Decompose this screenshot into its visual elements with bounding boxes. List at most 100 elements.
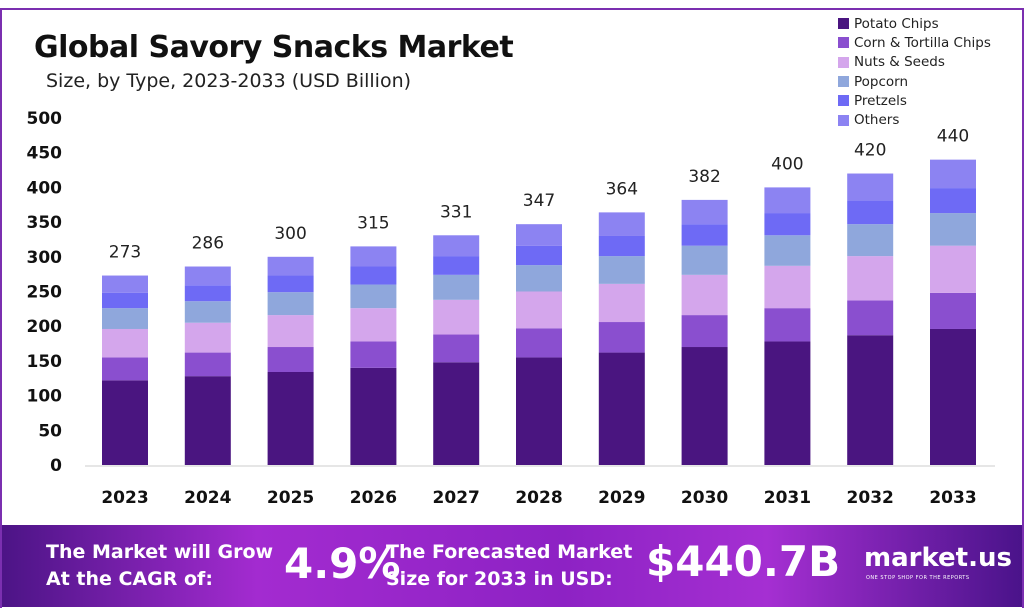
bar-segment-popcorn — [433, 274, 480, 300]
bar-segment-potato-chips — [681, 347, 728, 465]
bar-segment-pretzels — [102, 292, 148, 309]
bar-segment-popcorn — [930, 213, 976, 246]
bar-segment-nuts-seeds — [847, 256, 894, 301]
bar-segment-corn-tortilla-chips — [598, 322, 645, 353]
bar-segment-corn-tortilla-chips — [350, 341, 397, 368]
bar-segment-popcorn — [764, 235, 811, 266]
bar-segment-pretzels — [681, 224, 728, 246]
forecast-label-line1: The Forecasted Market — [386, 541, 633, 563]
bar-segment-pretzels — [598, 235, 645, 257]
bar-segment-pretzels — [267, 275, 314, 293]
bar-segment-popcorn — [350, 284, 397, 309]
x-tick-label: 2028 — [515, 488, 562, 508]
brand-tagline: ONE STOP SHOP FOR THE REPORTS — [866, 575, 970, 581]
legend-swatch — [838, 37, 849, 49]
bar-segment-popcorn — [516, 265, 562, 292]
legend-item: Potato Chips — [838, 14, 991, 33]
bar-segment-others — [764, 187, 811, 214]
bar-segment-nuts-seeds — [764, 265, 811, 309]
total-label: 300 — [274, 224, 306, 244]
forecast-label-line2: Size for 2033 in USD: — [386, 568, 613, 590]
chart-frame — [0, 8, 1024, 608]
cagr-label-line2: At the CAGR of: — [46, 568, 213, 590]
x-tick-label: 2031 — [764, 488, 811, 508]
bar-segment-potato-chips — [598, 352, 645, 465]
bar-segment-pretzels — [350, 266, 397, 285]
bar-segment-corn-tortilla-chips — [433, 334, 480, 363]
chart-title: Global Savory Snacks Market — [34, 30, 514, 65]
brand-logo: market.us — [864, 543, 1012, 573]
bar-segment-corn-tortilla-chips — [267, 347, 314, 373]
total-label: 382 — [688, 167, 720, 187]
legend-swatch — [838, 95, 849, 107]
legend-swatch — [838, 114, 849, 126]
y-tick-label: 350 — [27, 213, 63, 233]
x-tick-label: 2032 — [847, 488, 894, 508]
bar-segment-popcorn — [681, 245, 728, 275]
cagr-label-line1: The Market will Grow — [46, 541, 274, 563]
legend-item: Others — [838, 110, 991, 129]
legend-swatch — [838, 18, 849, 30]
legend-swatch — [838, 76, 849, 88]
bar-segment-nuts-seeds — [930, 245, 976, 293]
legend-label: Nuts & Seeds — [854, 54, 945, 71]
legend-label: Corn & Tortilla Chips — [854, 34, 991, 51]
legend-label: Pretzels — [854, 92, 907, 109]
y-tick-label: 50 — [38, 421, 62, 441]
total-label: 400 — [771, 154, 803, 174]
bar-segment-others — [930, 159, 976, 189]
stacked-bar-chart: 0 50 100 150 200 250 300 350 400 450 500 273 2023 286… — [27, 109, 995, 508]
bar-segment-corn-tortilla-chips — [516, 328, 562, 358]
bar-segment-others — [847, 173, 894, 201]
bar-segment-corn-tortilla-chips — [847, 300, 894, 336]
chart-subtitle: Size, by Type, 2023-2033 (USD Billion) — [46, 70, 412, 92]
y-tick-label: 400 — [27, 178, 63, 198]
bar-segment-potato-chips — [102, 380, 148, 465]
bar-segment-pretzels — [184, 285, 231, 302]
bar-segment-corn-tortilla-chips — [681, 315, 728, 348]
y-tick-label: 0 — [50, 456, 62, 476]
legend-item: Popcorn — [838, 72, 991, 91]
legend-item: Nuts & Seeds — [838, 53, 991, 72]
total-label: 315 — [357, 213, 389, 233]
bar-segment-pretzels — [847, 200, 894, 225]
total-label: 331 — [440, 202, 472, 222]
bar-segment-potato-chips — [516, 357, 562, 465]
bar-segment-potato-chips — [433, 362, 480, 465]
legend-label: Popcorn — [854, 73, 909, 90]
total-label: 364 — [606, 179, 638, 199]
bar-segment-potato-chips — [930, 328, 976, 465]
legend-label: Others — [854, 112, 900, 129]
forecast-label: The Forecasted Market Size for 2033 in US… — [386, 539, 632, 593]
bar-segment-potato-chips — [267, 372, 314, 465]
bar-segment-potato-chips — [184, 376, 231, 465]
legend-item: Pretzels — [838, 91, 991, 110]
total-label: 420 — [854, 141, 886, 161]
cagr-value: 4.9% — [284, 539, 401, 588]
bar-segment-others — [516, 224, 562, 246]
bar-segment-pretzels — [930, 188, 976, 214]
bar-segment-others — [350, 246, 397, 267]
x-tick-label: 2033 — [929, 488, 976, 508]
bar-segment-others — [598, 212, 645, 236]
legend-swatch — [838, 56, 849, 68]
bar-segment-popcorn — [267, 292, 314, 316]
bar-segment-popcorn — [847, 224, 894, 257]
bar-segment-nuts-seeds — [598, 283, 645, 323]
bar-segment-pretzels — [516, 245, 562, 266]
bar-segment-potato-chips — [764, 341, 811, 465]
bar-segment-nuts-seeds — [516, 291, 562, 329]
x-tick-label: 2023 — [101, 488, 148, 508]
bar-segment-pretzels — [764, 213, 811, 236]
bar-segment-nuts-seeds — [102, 328, 148, 358]
y-tick-label: 450 — [27, 144, 63, 164]
bar-segment-nuts-seeds — [350, 308, 397, 342]
total-label: 347 — [523, 191, 555, 211]
total-label: 440 — [937, 127, 969, 147]
x-tick-label: 2025 — [267, 488, 314, 508]
bar-segment-popcorn — [598, 256, 645, 284]
legend: Potato Chips Corn & Tortilla Chips Nuts & … — [838, 14, 991, 130]
bar-segment-others — [433, 235, 480, 257]
legend-label: Potato Chips — [854, 15, 939, 32]
legend-item: Corn & Tortilla Chips — [838, 33, 991, 52]
